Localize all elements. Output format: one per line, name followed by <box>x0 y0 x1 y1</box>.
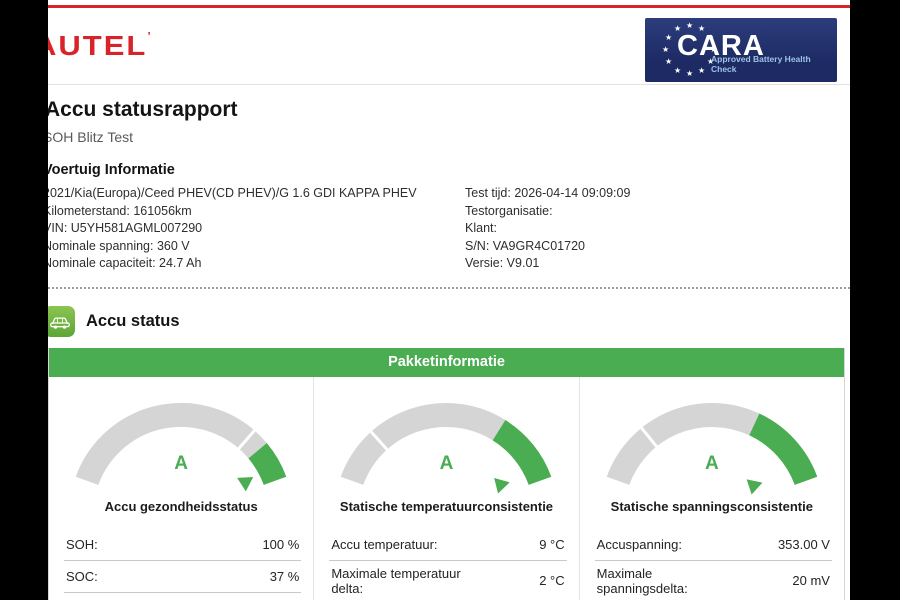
health-gauge-arc-icon <box>75 402 287 492</box>
autel-logo-mark: ’ <box>147 29 153 43</box>
top-accent-line <box>48 5 850 8</box>
test-organisation: Testorganisatie: <box>465 203 553 218</box>
car-icon <box>48 305 75 337</box>
row-label: SOC: <box>66 568 98 584</box>
health-gauge-label: Accu gezondheidsstatus <box>104 498 258 514</box>
row-label: Accu temperatuur: <box>331 536 438 552</box>
row-value: 20 mV <box>792 573 830 589</box>
gauge-column-voltage: A Statische spanningsconsistentie Accusp… <box>578 376 844 600</box>
row-value: 353.00 V <box>777 536 830 552</box>
voltage-grade: A <box>704 452 719 474</box>
health-gauge: A <box>51 393 311 497</box>
temperature-gauge-label: Statische temperatuurconsistentie <box>339 498 554 514</box>
nominal-voltage: Nominale spanning: 360 V <box>48 238 190 253</box>
cara-logo-subtitle: Approved Battery Health Check <box>711 54 811 74</box>
table-row: Accu temperatuur: 9 °C <box>329 529 567 561</box>
report-header: AUTEL’ ★ ★ ★ ★ ★ ★ ★ ★ ★ ★ ★ ★ CARA Appr… <box>48 8 850 85</box>
serial-number: S/N: VA9GR4C01720 <box>465 238 585 253</box>
vehicle-info-right-column: Test tijd: 2026-04-14 09:09:09 Testorgan… <box>465 185 850 273</box>
table-row: Maximale spanningsdelta: 20 mV <box>595 561 832 600</box>
report-page: AUTEL’ ★ ★ ★ ★ ★ ★ ★ ★ ★ ★ ★ ★ CARA Appr… <box>48 0 850 600</box>
row-label: SOH: <box>66 536 98 552</box>
cara-stars-icon: ★ ★ ★ ★ ★ ★ ★ ★ ★ ★ ★ ★ <box>662 21 718 78</box>
row-value: 9 °C <box>539 536 565 552</box>
autel-logo: AUTEL’ <box>48 30 153 62</box>
row-label: Maximale spanningsdelta: <box>596 565 688 596</box>
row-label: Accuspanning: <box>596 536 682 552</box>
panel-title: Pakketinformatie <box>49 347 844 377</box>
table-row: Accuspanning: 353.00 V <box>594 529 832 561</box>
cara-logo: ★ ★ ★ ★ ★ ★ ★ ★ ★ ★ ★ ★ CARA Approved Ba… <box>645 18 837 82</box>
row-value: 100 % <box>262 536 300 552</box>
customer: Klant: <box>465 221 497 236</box>
temperature-gauge-arc-icon <box>341 402 552 494</box>
gauge-column-health: A Accu gezondheidsstatus SOH: 100 % SOC:… <box>49 377 313 600</box>
odometer: Kilometerstand: 161056km <box>48 203 192 218</box>
voltage-gauge: A <box>582 393 842 497</box>
vehicle-model: 2021/Kia(Europa)/Ceed PHEV(CD PHEV)/G 1.… <box>48 186 417 200</box>
version: Versie: V9.01 <box>465 256 540 271</box>
dotted-separator <box>48 286 850 289</box>
autel-logo-text: AUTEL <box>48 29 148 62</box>
voltage-gauge-arc-icon <box>606 402 818 495</box>
vehicle-info: 2021/Kia(Europa)/Ceed PHEV(CD PHEV)/G 1.… <box>48 185 850 273</box>
temperature-table: Accu temperatuur: 9 °C Maximale temperat… <box>329 529 567 600</box>
health-table: SOH: 100 % SOC: 37 % <box>64 529 302 593</box>
accu-status-title: Accu status <box>86 311 180 330</box>
row-value: 37 % <box>269 568 300 584</box>
table-row: Maximale temperatuur delta: 2 °C <box>329 561 566 600</box>
gauge-column-temperature: A Statische temperatuurconsistentie Accu… <box>313 376 578 600</box>
cara-logo-title: CARA <box>677 30 765 62</box>
accu-status-heading: Accu status <box>48 305 850 337</box>
vin: VIN: U5YH581AGML007290 <box>48 221 203 236</box>
temperature-grade: A <box>439 452 454 474</box>
row-value: 2 °C <box>539 573 565 589</box>
vehicle-info-left-column: 2021/Kia(Europa)/Ceed PHEV(CD PHEV)/G 1.… <box>48 185 465 273</box>
vehicle-info-heading: Voertuig Informatie <box>48 162 175 178</box>
page-title: Accu statusrapport <box>48 98 238 121</box>
panel-body: A Accu gezondheidsstatus SOH: 100 % SOC:… <box>49 376 844 600</box>
page-subtitle: SOH Blitz Test <box>48 129 133 145</box>
voltage-table: Accuspanning: 353.00 V Maximale spanning… <box>594 529 832 600</box>
health-grade: A <box>174 452 189 474</box>
nominal-capacity: Nominale capaciteit: 24.7 Ah <box>48 256 202 271</box>
voltage-gauge-label: Statische spanningsconsistentie <box>610 498 813 514</box>
table-row: SOC: 37 % <box>64 561 302 593</box>
test-time: Test tijd: 2026-04-14 09:09:09 <box>465 186 631 200</box>
row-label: Maximale temperatuur delta: <box>331 565 461 596</box>
table-row: SOH: 100 % <box>64 529 302 561</box>
temperature-gauge: A <box>316 393 576 497</box>
pakketinformatie-panel: Pakketinformatie A Accu gezondheidsstatu… <box>48 347 845 600</box>
